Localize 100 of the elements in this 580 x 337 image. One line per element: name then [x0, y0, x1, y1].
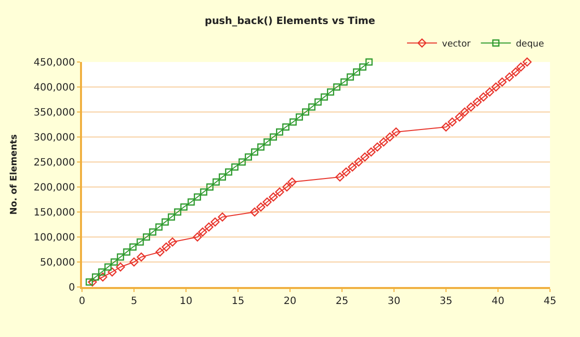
x-tick-label: 30	[388, 296, 400, 307]
point	[392, 128, 401, 136]
point	[168, 213, 176, 221]
point	[460, 108, 470, 116]
point	[162, 242, 171, 252]
point	[108, 268, 117, 276]
x-tick-label: 40	[492, 296, 504, 307]
point	[282, 123, 290, 131]
point	[155, 223, 163, 231]
y-tick-label: 50,000	[40, 258, 75, 268]
point	[256, 202, 266, 212]
point	[348, 162, 357, 172]
point	[511, 68, 520, 76]
point	[342, 168, 351, 176]
point	[212, 178, 220, 186]
point	[491, 82, 500, 92]
point	[314, 98, 322, 106]
legend-label: vector	[442, 40, 471, 50]
y-tick-label: 100,000	[34, 232, 75, 244]
point	[466, 102, 476, 112]
point	[516, 62, 526, 72]
y-tick-label: 300,000	[34, 132, 75, 144]
point	[478, 92, 488, 102]
x-tick-label: 20	[284, 296, 296, 307]
point	[198, 228, 208, 236]
point	[116, 262, 125, 272]
y-tick-label: 200,000	[34, 182, 75, 194]
y-tick-label: 400,000	[34, 82, 75, 94]
point	[498, 78, 507, 86]
point	[288, 178, 297, 186]
point	[448, 118, 457, 126]
point	[136, 252, 146, 262]
point	[250, 208, 260, 216]
point	[206, 183, 214, 191]
point	[180, 203, 188, 211]
point	[174, 208, 182, 216]
point	[244, 153, 252, 161]
point	[365, 58, 373, 66]
legend-label: deque	[516, 40, 545, 50]
point	[372, 142, 382, 152]
point	[92, 273, 100, 281]
point	[320, 93, 328, 101]
point	[225, 168, 232, 176]
y-tick-label: 150,000	[34, 208, 75, 218]
point	[379, 138, 388, 146]
point	[346, 73, 354, 81]
point	[98, 272, 108, 282]
point	[290, 118, 297, 126]
point	[264, 138, 271, 146]
point	[200, 188, 208, 196]
x-tick-label: 15	[232, 296, 244, 307]
point	[162, 218, 169, 226]
point	[194, 193, 202, 201]
point	[504, 72, 514, 82]
y-tick-label: 0	[68, 282, 75, 294]
x-tick-label: 45	[544, 296, 556, 307]
x-tick-label: 25	[336, 296, 348, 307]
point	[296, 113, 303, 121]
point	[168, 238, 177, 246]
y-tick-label: 450,000	[34, 58, 75, 68]
point	[275, 188, 284, 196]
point	[98, 268, 106, 276]
point	[354, 158, 364, 166]
point	[116, 253, 124, 261]
point	[366, 148, 376, 156]
point	[88, 278, 97, 286]
point	[522, 58, 532, 66]
x-tick-label: 0	[78, 296, 86, 307]
point	[257, 143, 264, 151]
point	[276, 128, 284, 136]
point	[238, 158, 246, 166]
point	[340, 78, 348, 86]
point	[231, 163, 238, 171]
point	[270, 133, 277, 141]
point	[251, 148, 258, 156]
x-tick-label: 35	[440, 296, 452, 307]
point	[333, 83, 340, 91]
point	[282, 182, 292, 192]
point	[104, 263, 112, 271]
point	[308, 103, 316, 111]
point	[326, 88, 334, 96]
y-axis-title: No. of Elements	[9, 134, 20, 215]
point	[352, 68, 360, 76]
chart-title: push_back() Elements vs Time	[204, 16, 376, 27]
y-tick-label: 350,000	[34, 108, 75, 118]
point	[129, 243, 137, 251]
point	[123, 248, 130, 256]
point	[262, 198, 272, 206]
point	[204, 222, 214, 232]
point	[156, 248, 164, 256]
point	[86, 278, 93, 286]
point	[188, 198, 195, 206]
point	[385, 132, 394, 142]
x-tick-label: 10	[180, 296, 192, 307]
point	[335, 172, 344, 182]
point	[218, 212, 227, 222]
point	[302, 108, 310, 116]
point	[149, 228, 156, 236]
point	[360, 152, 370, 162]
point	[472, 98, 482, 106]
